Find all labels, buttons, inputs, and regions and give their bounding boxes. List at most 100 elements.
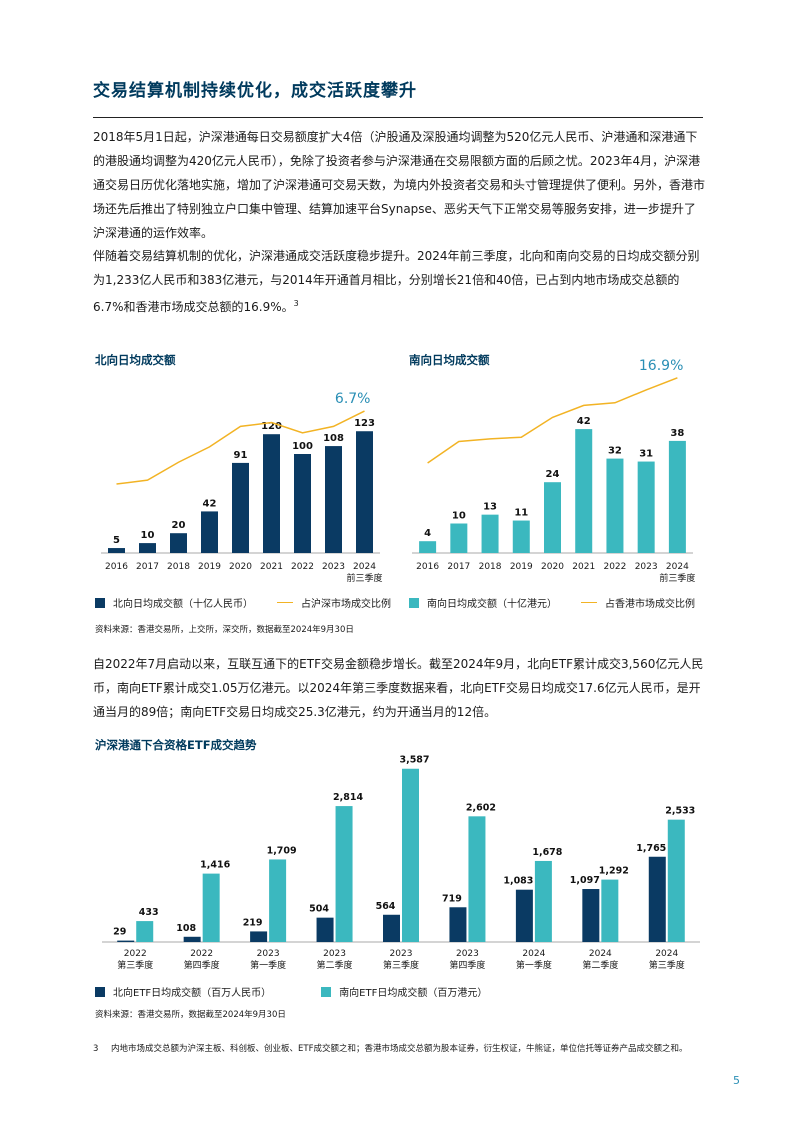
bar-value-label: 5 — [113, 535, 120, 546]
bar-value-label: 1,292 — [599, 866, 629, 877]
x-tick-label: 2024 — [353, 562, 376, 572]
bar-value-label: 2,602 — [466, 802, 496, 813]
bar-value-label: 1,678 — [532, 847, 562, 858]
bar-value-label: 2,814 — [333, 792, 363, 803]
north-legend-line: 占沪深市场成交比例 — [277, 595, 391, 610]
bar — [606, 458, 624, 553]
north-etf-bar — [648, 856, 666, 942]
etf-legend-north: 北向ETF日均成交额（百万人民币） — [95, 984, 271, 999]
x-tick-label: 2017 — [136, 562, 159, 572]
south-etf-bar — [202, 873, 220, 942]
x-tick-label: 2023 — [257, 949, 280, 959]
x-tick-label: 第二季度 — [317, 959, 353, 971]
bar-value-label: 10 — [452, 511, 466, 522]
bar-value-label: 719 — [442, 893, 462, 904]
teal-swatch-icon — [321, 986, 332, 997]
bar — [232, 462, 249, 553]
source-note-bottom: 资料来源：香港交易所，数据截至2024年9月30日 — [95, 1010, 286, 1020]
bar — [544, 482, 561, 553]
etf-chart-title: 沪深港通下合资格ETF成交趋势 — [95, 738, 257, 752]
x-tick-label: 2024 — [522, 949, 545, 959]
gold-line-icon — [581, 601, 597, 604]
bar-value-label: 1,083 — [503, 876, 533, 887]
x-tick-label: 2021 — [572, 562, 595, 572]
bar — [575, 429, 593, 553]
bar-value-label: 20 — [172, 520, 186, 531]
north-legend-bar-label: 北向日均成交额（十亿人民币） — [113, 599, 253, 610]
bar-value-label: 31 — [639, 449, 653, 460]
x-tick-label: 2019 — [198, 562, 221, 572]
bar-value-label: 108 — [323, 433, 344, 444]
heading-divider — [93, 117, 703, 118]
paragraph-etf: 自2022年7月启动以来，互联互通下的ETF交易金额稳步增长。截至2024年9月… — [93, 657, 704, 719]
south-etf-bar — [402, 768, 419, 942]
north-legend: 北向日均成交额（十亿人民币） 占沪深市场成交比例 — [95, 595, 415, 610]
x-tick-label: 2022 — [291, 562, 314, 572]
x-tick-label: 2023 — [323, 949, 346, 959]
bar-value-label: 11 — [514, 508, 528, 519]
teal-swatch-icon — [409, 597, 419, 608]
x-tick-label: 2024 — [655, 949, 678, 959]
page-number: 5 — [733, 1074, 740, 1087]
bar-value-label: 1,709 — [267, 845, 297, 856]
bar — [450, 523, 468, 553]
section-heading: 交易结算机制持续优化，成交活跃度攀升 — [93, 81, 417, 101]
etf-legend-south-label: 南向ETF日均成交额（百万港元） — [339, 988, 488, 999]
south-etf-bar — [269, 859, 287, 942]
south-legend-bar: 南向日均成交额（十亿港元） — [409, 595, 557, 610]
north-etf-bar — [582, 889, 600, 942]
share-end-label: 16.9% — [639, 358, 683, 374]
paragraph-trading-mechanism: 2018年5月1日起，沪深港通每日交易额度扩大4倍（沪股通及深股通均调整为520… — [93, 130, 706, 240]
bar — [512, 520, 530, 553]
south-etf-bar — [534, 860, 552, 942]
bar — [294, 454, 311, 553]
footnote-number: 3 — [93, 1044, 99, 1054]
x-tick-label: 2023 — [390, 949, 413, 959]
gold-line-icon — [277, 601, 293, 604]
north-etf-bar — [183, 936, 201, 942]
bar-value-label: 4 — [424, 528, 431, 539]
x-tick-label: 2020 — [541, 562, 564, 572]
x-tick-label: 2020 — [229, 562, 252, 572]
bar — [139, 543, 156, 553]
bar-value-label: 123 — [354, 418, 375, 429]
south-etf-bar — [667, 819, 685, 942]
bar-value-label: 91 — [234, 450, 248, 461]
x-tick-label: 第三季度 — [649, 959, 685, 971]
south-etf-bar — [136, 921, 154, 942]
south-legend-line: 占香港市场成交比例 — [581, 595, 695, 610]
x-tick-label: 2022 — [124, 949, 147, 959]
bar — [170, 533, 187, 553]
north-legend-bar: 北向日均成交额（十亿人民币） — [95, 595, 253, 610]
bar — [108, 548, 125, 553]
x-tick-label: 第四季度 — [449, 959, 485, 971]
x-tick-label: 2023 — [635, 562, 658, 572]
bar-value-label: 3,587 — [399, 755, 429, 766]
bar — [481, 514, 499, 553]
bar — [325, 446, 342, 553]
share-end-label: 6.7% — [335, 391, 371, 407]
south-etf-bar — [335, 806, 353, 942]
paragraph-activity-text: 伴随着交易结算机制的优化，沪深港通成交活跃度稳步提升。2024年前三季度，北向和… — [93, 249, 700, 314]
bar-value-label: 24 — [546, 469, 560, 480]
navy-swatch-icon — [95, 986, 105, 997]
north-etf-bar — [117, 940, 135, 942]
south-etf-bar — [468, 816, 486, 942]
bar-value-label: 504 — [309, 904, 329, 915]
bar-value-label: 2,533 — [665, 806, 695, 817]
bar-value-label: 108 — [176, 923, 196, 934]
etf-legend-north-label: 北向ETF日均成交额（百万人民币） — [113, 988, 272, 999]
x-tick-label: 前三季度 — [346, 572, 382, 584]
source-note-top: 资料来源：香港交易所，上交所，深交所，数据截至2024年9月30日 — [95, 625, 354, 635]
x-tick-label: 2023 — [456, 949, 479, 959]
x-tick-label: 2024 — [666, 562, 689, 572]
north-etf-bar — [449, 907, 467, 942]
bar — [419, 541, 437, 553]
north-chart-title: 北向日均成交额 — [95, 353, 176, 367]
x-tick-label: 前三季度 — [659, 572, 695, 584]
south-chart-title: 南向日均成交额 — [409, 353, 490, 367]
bar — [637, 461, 655, 553]
